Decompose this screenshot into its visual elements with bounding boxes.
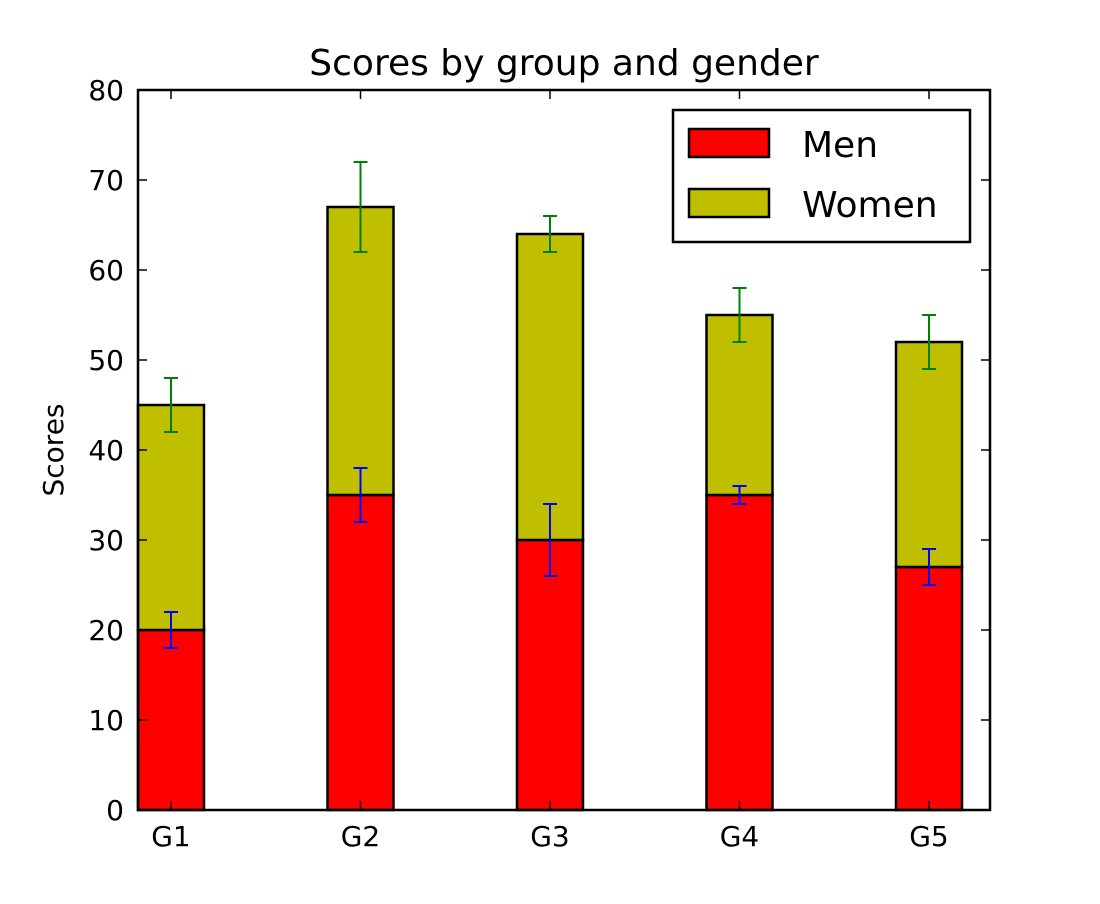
error-bar-men-g2 <box>353 467 368 523</box>
error-bar-men-g3 <box>543 503 557 577</box>
axes-layer: 0 10 20 30 40 50 60 70 80 G1 G2 G3 G4 G5 <box>88 74 992 853</box>
legend: Men Women <box>671 108 972 244</box>
error-bar-women-g5 <box>922 314 936 370</box>
x-tick-label-g2: G2 <box>341 820 381 853</box>
x-tick-label-g4: G4 <box>720 820 760 853</box>
error-bar-men-g5 <box>922 548 936 586</box>
y-tick-label: 20 <box>88 614 124 647</box>
y-tick-label: 70 <box>88 164 124 197</box>
bar-men-g5 <box>894 565 964 812</box>
x-tick-label-g5: G5 <box>909 820 949 853</box>
chart-title: Scores by group and gender <box>309 43 819 84</box>
error-bar-women-g4 <box>732 287 747 343</box>
y-tick-label: 80 <box>88 74 124 107</box>
legend-label-men: Men <box>802 125 878 166</box>
y-tick-label: 50 <box>88 344 124 377</box>
error-bar-men-g1 <box>164 611 178 649</box>
y-tick-label: 30 <box>88 524 124 557</box>
bar-women-g3 <box>515 232 585 542</box>
bar-women-g5 <box>894 340 964 569</box>
x-tick-label-g3: G3 <box>530 820 570 853</box>
y-tick-label: 10 <box>88 704 124 737</box>
y-axis-label: Scores <box>37 403 70 496</box>
error-bar-women-g1 <box>164 377 178 433</box>
bar-men-g2 <box>326 493 395 812</box>
bar-women-g1 <box>136 403 206 632</box>
y-tick-label: 40 <box>88 434 124 467</box>
error-bar-men-g4 <box>732 485 747 505</box>
bar-men-g4 <box>705 493 774 812</box>
bar-men-g3 <box>515 538 585 812</box>
y-tick-label: 60 <box>88 254 124 287</box>
legend-swatch-women <box>687 187 771 219</box>
error-bar-women-g3 <box>543 215 557 253</box>
bar-men-g1 <box>136 628 206 812</box>
error-bar-women-g2 <box>353 161 368 253</box>
legend-label-women: Women <box>802 185 938 226</box>
x-tick-label-g1: G1 <box>151 820 191 853</box>
error-bars-layer <box>164 161 936 649</box>
legend-swatch-men <box>687 127 771 159</box>
y-tick-label: 0 <box>106 794 124 827</box>
